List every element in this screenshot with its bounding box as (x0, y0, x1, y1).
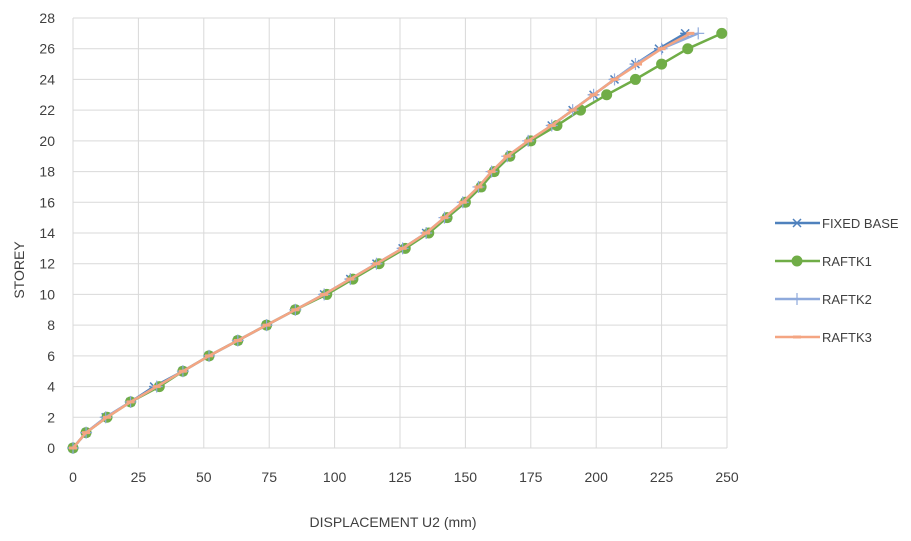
y-tick-label: 8 (47, 317, 55, 333)
x-tick-label: 250 (715, 469, 739, 485)
x-tick-label: 100 (323, 469, 347, 485)
legend-item-raftk2: RAFTK2 (775, 292, 872, 307)
y-tick-label: 26 (39, 41, 55, 57)
y-tick-label: 2 (47, 409, 55, 425)
y-axis-title: STOREY (11, 241, 27, 299)
series-lines (67, 27, 728, 454)
y-tick-label: 28 (39, 10, 55, 26)
y-tick-label: 12 (39, 256, 55, 272)
legend-item-fixed-base: FIXED BASE (775, 216, 899, 231)
x-tick-label: 75 (261, 469, 277, 485)
data-point-raftk1 (716, 27, 728, 39)
y-tick-label: 4 (47, 379, 55, 395)
legend-marker-raftk2 (791, 293, 803, 305)
grid-lines (72, 17, 728, 449)
x-tick-label: 225 (650, 469, 674, 485)
x-tick-label: 200 (585, 469, 609, 485)
legend-label: RAFTK1 (822, 254, 872, 269)
data-point-raftk1 (682, 43, 694, 55)
y-tick-label: 20 (39, 133, 55, 149)
legend-label: FIXED BASE (822, 216, 899, 231)
y-tick-label: 22 (39, 102, 55, 118)
y-tick-label: 0 (47, 440, 55, 456)
y-tick-label: 6 (47, 348, 55, 364)
data-point-raftk1 (629, 73, 641, 85)
tick-labels: 0 25 50 75 100 125 150 175 200 225 250024681012141… (39, 10, 738, 485)
legend-item-raftk3: RAFTK3 (775, 330, 872, 345)
x-tick-label: 0 (69, 469, 77, 485)
x-tick-label: 50 (196, 469, 212, 485)
y-tick-label: 18 (39, 164, 55, 180)
y-tick-label: 16 (39, 194, 55, 210)
series-raftk1 (67, 27, 728, 454)
legend-marker-raftk1 (791, 255, 803, 267)
x-tick-label: 125 (388, 469, 412, 485)
legend-label: RAFTK3 (822, 330, 872, 345)
x-axis-title: DISPLACEMENT U2 (mm) (310, 514, 477, 530)
y-tick-label: 14 (39, 225, 55, 241)
data-point-raftk1 (656, 58, 668, 70)
series-line-raftk1 (72, 32, 723, 449)
x-tick-label: 25 (131, 469, 147, 485)
series-raftk3 (69, 31, 695, 450)
legend: FIXED BASE RAFTK1 RAFTK2 RAFTK3 (775, 216, 899, 345)
data-point-raftk1 (601, 89, 613, 101)
y-tick-label: 24 (39, 71, 55, 87)
legend-label: RAFTK2 (822, 292, 872, 307)
x-tick-label: 150 (454, 469, 478, 485)
series-line-raftk3 (72, 32, 691, 449)
x-tick-label: 175 (519, 469, 543, 485)
legend-item-raftk1: RAFTK1 (775, 254, 872, 269)
legend-marker-fixed-base (792, 218, 802, 228)
y-tick-label: 10 (39, 286, 55, 302)
